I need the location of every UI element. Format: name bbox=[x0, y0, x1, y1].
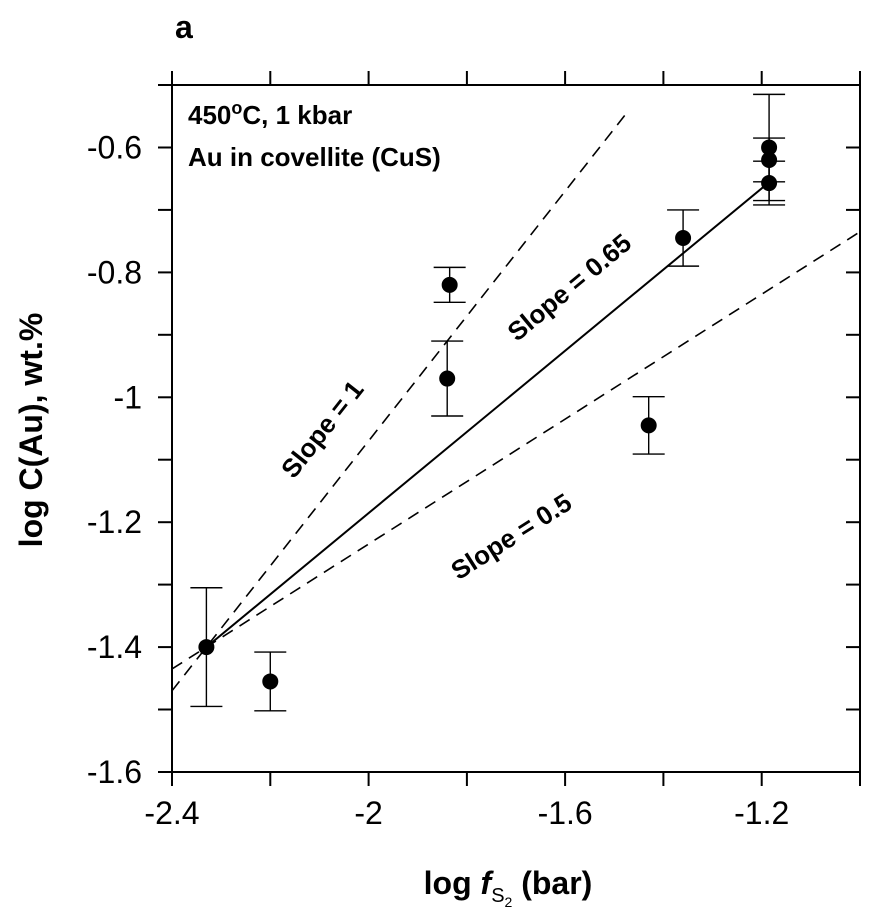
data-point bbox=[761, 151, 778, 168]
x-axis-tick-labels: -2.4 -2 -1.6 -1.2 bbox=[144, 795, 789, 831]
fit-line bbox=[171, 109, 630, 692]
slope-label: Slope = 0.5 bbox=[445, 487, 576, 586]
x-axis-title-subscript: S bbox=[491, 885, 504, 907]
x-axis-ticks bbox=[171, 71, 861, 786]
fit-line bbox=[205, 183, 768, 648]
y-tick-label: -1.4 bbox=[87, 629, 142, 665]
data-point bbox=[761, 175, 778, 192]
x-tick-label: -2.4 bbox=[144, 795, 199, 831]
y-axis-title: log C(Au), wt.% bbox=[13, 313, 49, 548]
x-axis-title-variable: f bbox=[481, 865, 495, 901]
data-points bbox=[198, 139, 778, 690]
data-point bbox=[198, 639, 215, 656]
y-tick-label: -1.6 bbox=[87, 754, 142, 790]
fit-line bbox=[171, 231, 861, 670]
y-axis-tick-labels: -1.6 -1.4 -1.2 -1 -0.8 -0.6 bbox=[87, 129, 142, 790]
y-tick-label: -1 bbox=[114, 379, 142, 415]
y-axis-ticks bbox=[158, 84, 860, 773]
x-tick-label: -1.2 bbox=[734, 795, 789, 831]
annotation-mineral: Au in covellite (CuS) bbox=[188, 142, 441, 172]
y-tick-label: -0.6 bbox=[87, 129, 142, 165]
data-point bbox=[441, 276, 458, 293]
slope-label: Slope = 1 bbox=[275, 375, 370, 484]
condition-annotation: 450oC, 1 kbar Au in covellite (CuS) bbox=[188, 98, 441, 172]
x-axis-title-suffix: (bar) bbox=[512, 865, 592, 901]
data-point bbox=[761, 139, 778, 156]
error-bars bbox=[190, 93, 786, 712]
data-point bbox=[675, 230, 692, 247]
data-point bbox=[439, 370, 456, 387]
x-tick-label: -1.6 bbox=[538, 795, 593, 831]
x-tick-label: -2 bbox=[354, 795, 382, 831]
data-point bbox=[262, 673, 279, 690]
y-tick-label: -1.2 bbox=[87, 504, 142, 540]
y-tick-label: -0.8 bbox=[87, 254, 142, 290]
x-axis-title: log fS2 (bar) bbox=[424, 865, 593, 910]
panel-label: a bbox=[175, 9, 193, 45]
plot-frame bbox=[171, 84, 861, 773]
x-axis-title-prefix: log bbox=[424, 865, 481, 901]
fit-lines bbox=[171, 109, 861, 692]
annotation-conditions: 450oC, 1 kbar bbox=[188, 98, 352, 130]
data-point bbox=[640, 417, 657, 434]
x-axis-title-subsubscript: 2 bbox=[505, 894, 513, 910]
